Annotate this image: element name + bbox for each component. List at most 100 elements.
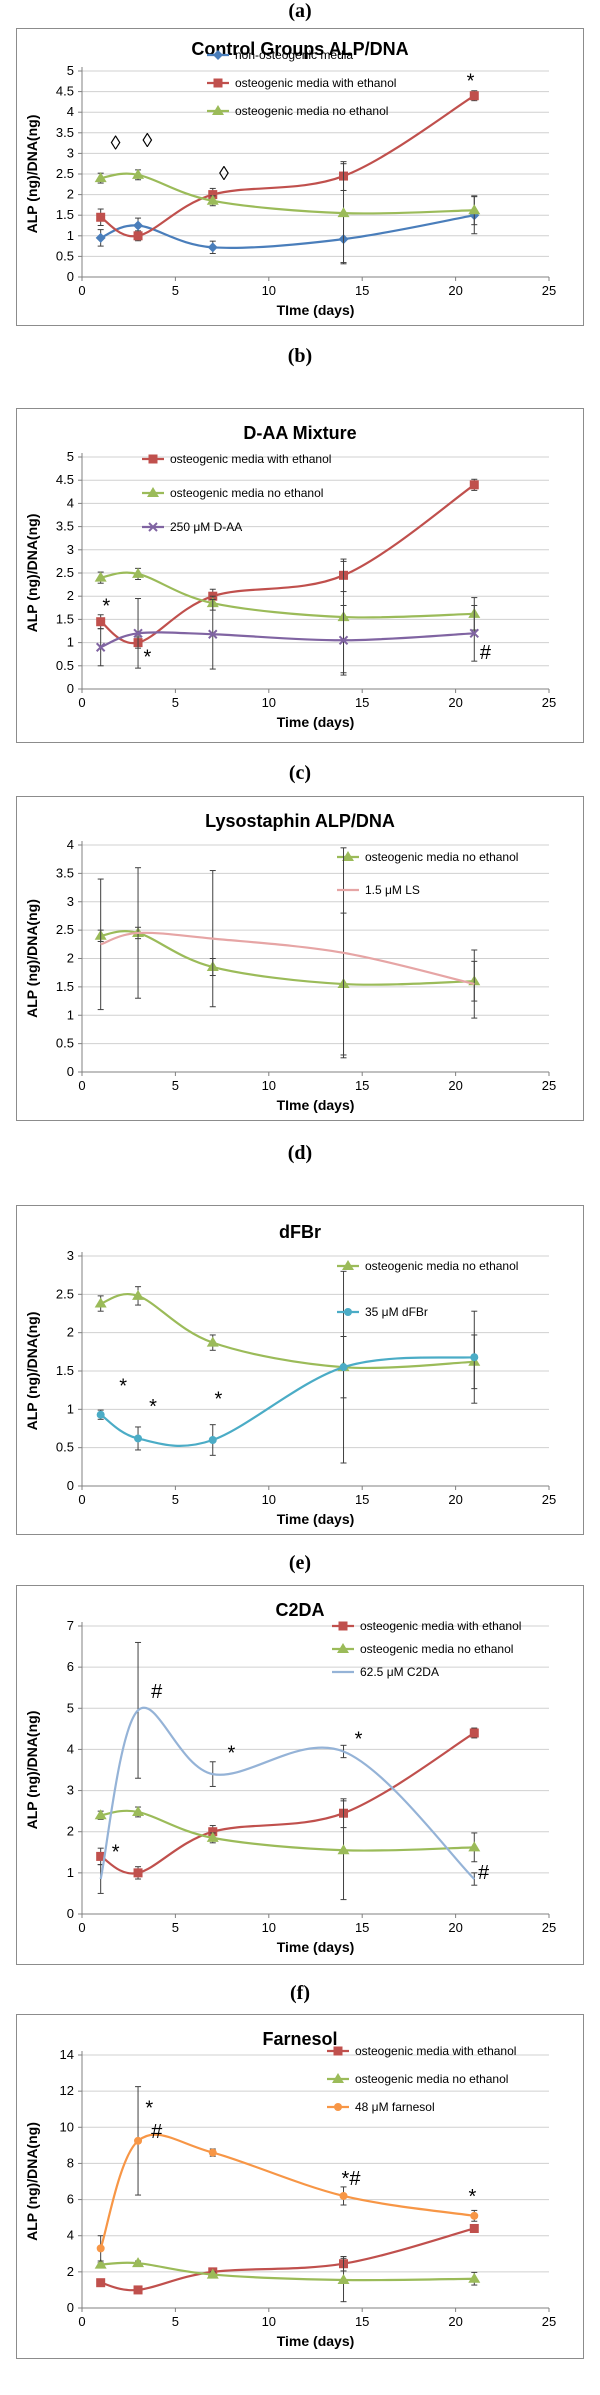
series-48-m-farnesol <box>96 2086 479 2262</box>
x-tick-label: 25 <box>542 2314 556 2329</box>
x-tick-label: 25 <box>542 1920 556 1935</box>
series-line <box>99 2133 475 2249</box>
y-axis-title: ALP (ng)/DNA(ng) <box>24 514 40 633</box>
y-tick-label: 14 <box>60 2047 74 2062</box>
data-point <box>132 2257 145 2268</box>
data-point <box>96 212 106 222</box>
data-point <box>468 1841 481 1852</box>
y-tick-label: 4 <box>67 2228 74 2243</box>
x-tick-label: 10 <box>262 283 276 298</box>
significance-marker: * <box>228 1743 236 1765</box>
y-tick-label: 6 <box>67 1659 74 1674</box>
y-tick-label: 1.5 <box>56 1363 74 1378</box>
legend-label: 62.5 μM C2DA <box>360 1665 439 1679</box>
legend-label: 35 μM dFBr <box>365 1305 428 1319</box>
y-tick-label: 2 <box>67 187 74 202</box>
legend-marker <box>148 522 158 532</box>
x-tick-label: 5 <box>172 283 179 298</box>
x-tick-label: 20 <box>448 2314 462 2329</box>
y-tick-label: 5 <box>67 63 74 78</box>
y-tick-label: 3.5 <box>56 519 74 534</box>
y-tick-label: 4 <box>67 104 74 119</box>
y-tick-label: 0 <box>67 269 74 284</box>
y-axis-title: ALP (ng)/DNA(ng) <box>24 1312 40 1431</box>
x-tick-label: 15 <box>355 1920 369 1935</box>
series-osteogenic-media-no-ethanol <box>94 2257 481 2303</box>
data-point <box>208 629 218 639</box>
data-point <box>339 2191 348 2200</box>
x-tick-label: 20 <box>448 1920 462 1935</box>
legend-marker <box>337 1643 349 1653</box>
legend-marker <box>147 487 159 497</box>
y-axis-title: ALP (ng)/DNA(ng) <box>24 1711 40 1830</box>
legend-marker <box>333 2046 343 2056</box>
x-tick-label: 5 <box>172 2314 179 2329</box>
data-point <box>208 1436 217 1444</box>
y-tick-label: 2 <box>67 1824 74 1839</box>
legend-marker <box>332 2073 344 2083</box>
data-point <box>96 2278 106 2288</box>
chart-title: Farnesol <box>262 2029 337 2049</box>
y-tick-label: 4 <box>67 1741 74 1756</box>
chart-title: D-AA Mixture <box>243 423 356 443</box>
x-tick-label: 10 <box>262 1920 276 1935</box>
y-tick-label: 6 <box>67 2192 74 2207</box>
data-point <box>134 1434 143 1443</box>
series-1-5-m-ls <box>97 847 478 1059</box>
x-tick-label: 10 <box>262 1492 276 1507</box>
chart-title: Lysostaphin ALP/DNA <box>205 811 395 831</box>
x-tick-label: 25 <box>542 1078 556 1093</box>
series-line <box>100 2261 475 2282</box>
panel-letter-a: (a) <box>288 0 312 22</box>
data-point <box>94 1809 107 1820</box>
data-point <box>95 232 106 243</box>
y-tick-label: 2 <box>67 951 74 966</box>
significance-marker: *# <box>342 2168 362 2190</box>
series-osteogenic-media-no-ethanol <box>94 1800 481 1901</box>
legend-label: osteogenic media no ethanol <box>355 2072 508 2086</box>
significance-marker: * <box>145 2098 153 2120</box>
x-tick-label: 0 <box>78 283 85 298</box>
y-tick-label: 2.5 <box>56 166 74 181</box>
y-tick-label: 0.5 <box>56 1440 74 1455</box>
y-tick-label: 1 <box>67 1007 74 1022</box>
panel-letter-d: (d) <box>287 1142 313 1164</box>
data-point <box>132 168 145 179</box>
x-tick-label: 10 <box>262 2314 276 2329</box>
chart-svg-lysostaphin: Lysostaphin ALP/DNA 0 0.5 1 1.5 2 2.5 3 3.5 4 0 5 10… <box>24 811 556 1113</box>
y-tick-label: 3.5 <box>56 125 74 140</box>
legend-marker <box>212 105 224 115</box>
panel-letter-b: (b) <box>287 345 313 367</box>
significance-marker: # <box>480 642 492 664</box>
data-point <box>133 2285 143 2295</box>
y-tick-label: 3 <box>67 542 74 557</box>
data-point <box>469 480 479 490</box>
x-axis-title: Time (days) <box>277 1939 355 1955</box>
data-point <box>133 628 143 639</box>
y-tick-label: 2 <box>67 1325 74 1340</box>
chart-svg-control-groups: Control Groups ALP/DNA 0 0.5 1 1.5 2 2.5 3 3.5 4 4… <box>24 39 556 318</box>
series-line <box>100 931 475 986</box>
significance-marker: # <box>478 1862 490 1884</box>
y-tick-label: 0 <box>67 2300 74 2315</box>
legend-label: osteogenic media with ethanol <box>170 452 331 466</box>
data-point <box>339 1363 348 1372</box>
chart-title: Control Groups ALP/DNA <box>191 39 408 59</box>
data-point <box>338 635 349 645</box>
y-tick-label: 3 <box>67 145 74 160</box>
legend-label: osteogenic media with ethanol <box>360 1619 521 1633</box>
data-point <box>96 2244 105 2253</box>
y-tick-label: 0 <box>67 1906 74 1921</box>
data-point <box>132 1805 145 1816</box>
x-tick-label: 10 <box>262 1078 276 1093</box>
data-point <box>468 2272 481 2283</box>
series-line <box>100 214 475 249</box>
significance-marker: * <box>119 1375 127 1397</box>
data-point <box>206 1336 219 1347</box>
data-point <box>470 1353 479 1362</box>
y-axis-title: ALP (ng)/DNA(ng) <box>24 115 40 234</box>
x-tick-label: 0 <box>78 695 85 710</box>
chart-control-groups: Control Groups ALP/DNA 0 0.5 1 1.5 2 2.5 3 3.5 4 4… <box>16 28 584 326</box>
x-tick-label: 0 <box>78 2314 85 2329</box>
x-tick-label: 5 <box>172 1920 179 1935</box>
